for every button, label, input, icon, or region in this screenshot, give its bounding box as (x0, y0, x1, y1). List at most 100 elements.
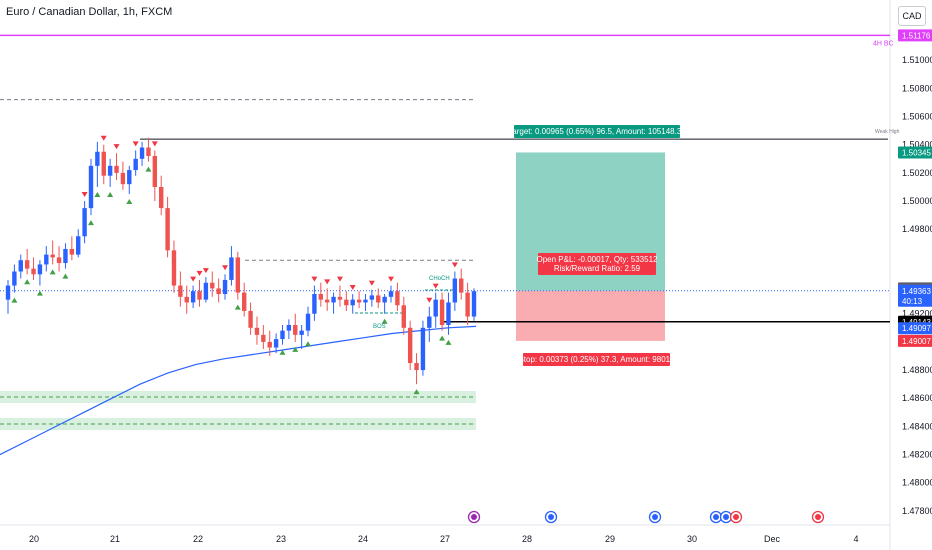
candle-body (318, 294, 323, 300)
event-icon-dot (723, 514, 729, 520)
candle (299, 325, 304, 349)
candle-body (293, 325, 298, 335)
candle-body (216, 288, 221, 295)
buy-signal-marker (413, 389, 420, 395)
candle-body (401, 305, 406, 328)
time-axis[interactable]: 20 21 22 23 24 27 28 29 30 Dec 4 (29, 534, 859, 544)
price-tick-label: 1.49800 (902, 224, 932, 234)
candle (88, 158, 94, 216)
price-axis[interactable]: 1.51000 1.50800 1.50600 1.50400 1.50200 1.500… (898, 29, 932, 516)
stop-label-bg (523, 353, 670, 366)
candle (76, 229, 81, 258)
candle (293, 313, 298, 342)
candle (50, 240, 55, 265)
candle (5, 279, 11, 314)
candle (152, 150, 158, 202)
candle-body (299, 330, 304, 335)
sell-signal-marker (432, 283, 439, 289)
candle (401, 296, 406, 335)
candle (395, 282, 400, 311)
price-tag-bg (898, 322, 932, 335)
sell-signal-marker (81, 192, 88, 198)
candle (446, 292, 451, 335)
candle (465, 282, 470, 325)
candle (31, 257, 36, 280)
price-tag-countdown: 40:13 (902, 297, 923, 306)
candle-body (446, 302, 451, 325)
candle (133, 150, 138, 176)
candle-body (407, 327, 413, 364)
candle-body (18, 260, 23, 272)
candle-body (439, 299, 445, 325)
event-icons[interactable] (467, 510, 825, 524)
event-icon (648, 510, 662, 524)
candle (127, 165, 132, 195)
candle (331, 292, 336, 314)
event-icon (544, 510, 558, 524)
candle (344, 291, 349, 311)
candle (203, 277, 209, 303)
price-tick-label: 1.48600 (902, 393, 932, 403)
time-tick-label: 20 (29, 534, 39, 544)
sell-signal-marker (388, 276, 395, 282)
target-label-bg (514, 125, 680, 138)
sell-signal-marker (196, 270, 203, 276)
chart-lines (0, 34, 890, 456)
candle (286, 319, 292, 340)
price-tag-text: 1.49363 (902, 287, 931, 296)
candle (471, 288, 477, 321)
candle-body (146, 147, 151, 156)
sell-signal-marker (324, 279, 331, 285)
sell-signal-marker (151, 141, 158, 147)
signal-markers (11, 135, 458, 395)
price-tag-text: 1.51176 (902, 31, 931, 40)
event-icon (729, 510, 743, 524)
candle (382, 294, 387, 314)
currency-button[interactable]: CAD (898, 6, 926, 26)
candle (261, 325, 266, 349)
price-tick-label: 1.50600 (902, 112, 932, 122)
buy-signal-marker (279, 349, 286, 355)
candle (216, 278, 221, 303)
buy-signal-marker (292, 346, 299, 352)
candle-body (152, 155, 158, 187)
candle-body (312, 294, 317, 314)
event-icon (467, 510, 481, 524)
candle (248, 302, 253, 335)
event-icon (709, 510, 723, 524)
price-tag: 1.50345 (898, 146, 932, 159)
candle (210, 271, 215, 297)
time-tick-label: 21 (110, 534, 120, 544)
candle (12, 264, 17, 293)
moving-average-line (0, 325, 477, 456)
candle (95, 141, 100, 187)
buy-signal-marker (49, 269, 56, 275)
candle-body (273, 339, 279, 348)
sell-signal-marker (190, 276, 197, 282)
candle (452, 271, 458, 311)
buy-signal-marker (445, 339, 452, 345)
candle-body (171, 250, 177, 286)
candle (420, 320, 426, 376)
price-tick-label: 1.48000 (902, 478, 932, 488)
candle (254, 316, 260, 345)
candle-body (56, 257, 62, 264)
candle-body (24, 260, 30, 269)
price-tick-label: 1.50400 (902, 140, 932, 150)
candle (439, 292, 445, 331)
candle-body (12, 271, 17, 286)
buy-signal-marker (145, 166, 152, 172)
chart-title: Euro / Canadian Dollar, 1h, FXCM (6, 6, 173, 18)
candle (229, 246, 234, 286)
candle (114, 153, 119, 180)
price-tag-text: 1.49097 (902, 324, 931, 333)
candle (241, 282, 247, 317)
candle-body (369, 295, 375, 300)
price-tag: 1.51176 (898, 29, 932, 42)
buy-signal-marker (24, 279, 31, 285)
candle (159, 175, 164, 216)
candle-body (241, 292, 247, 311)
candle (376, 288, 381, 309)
